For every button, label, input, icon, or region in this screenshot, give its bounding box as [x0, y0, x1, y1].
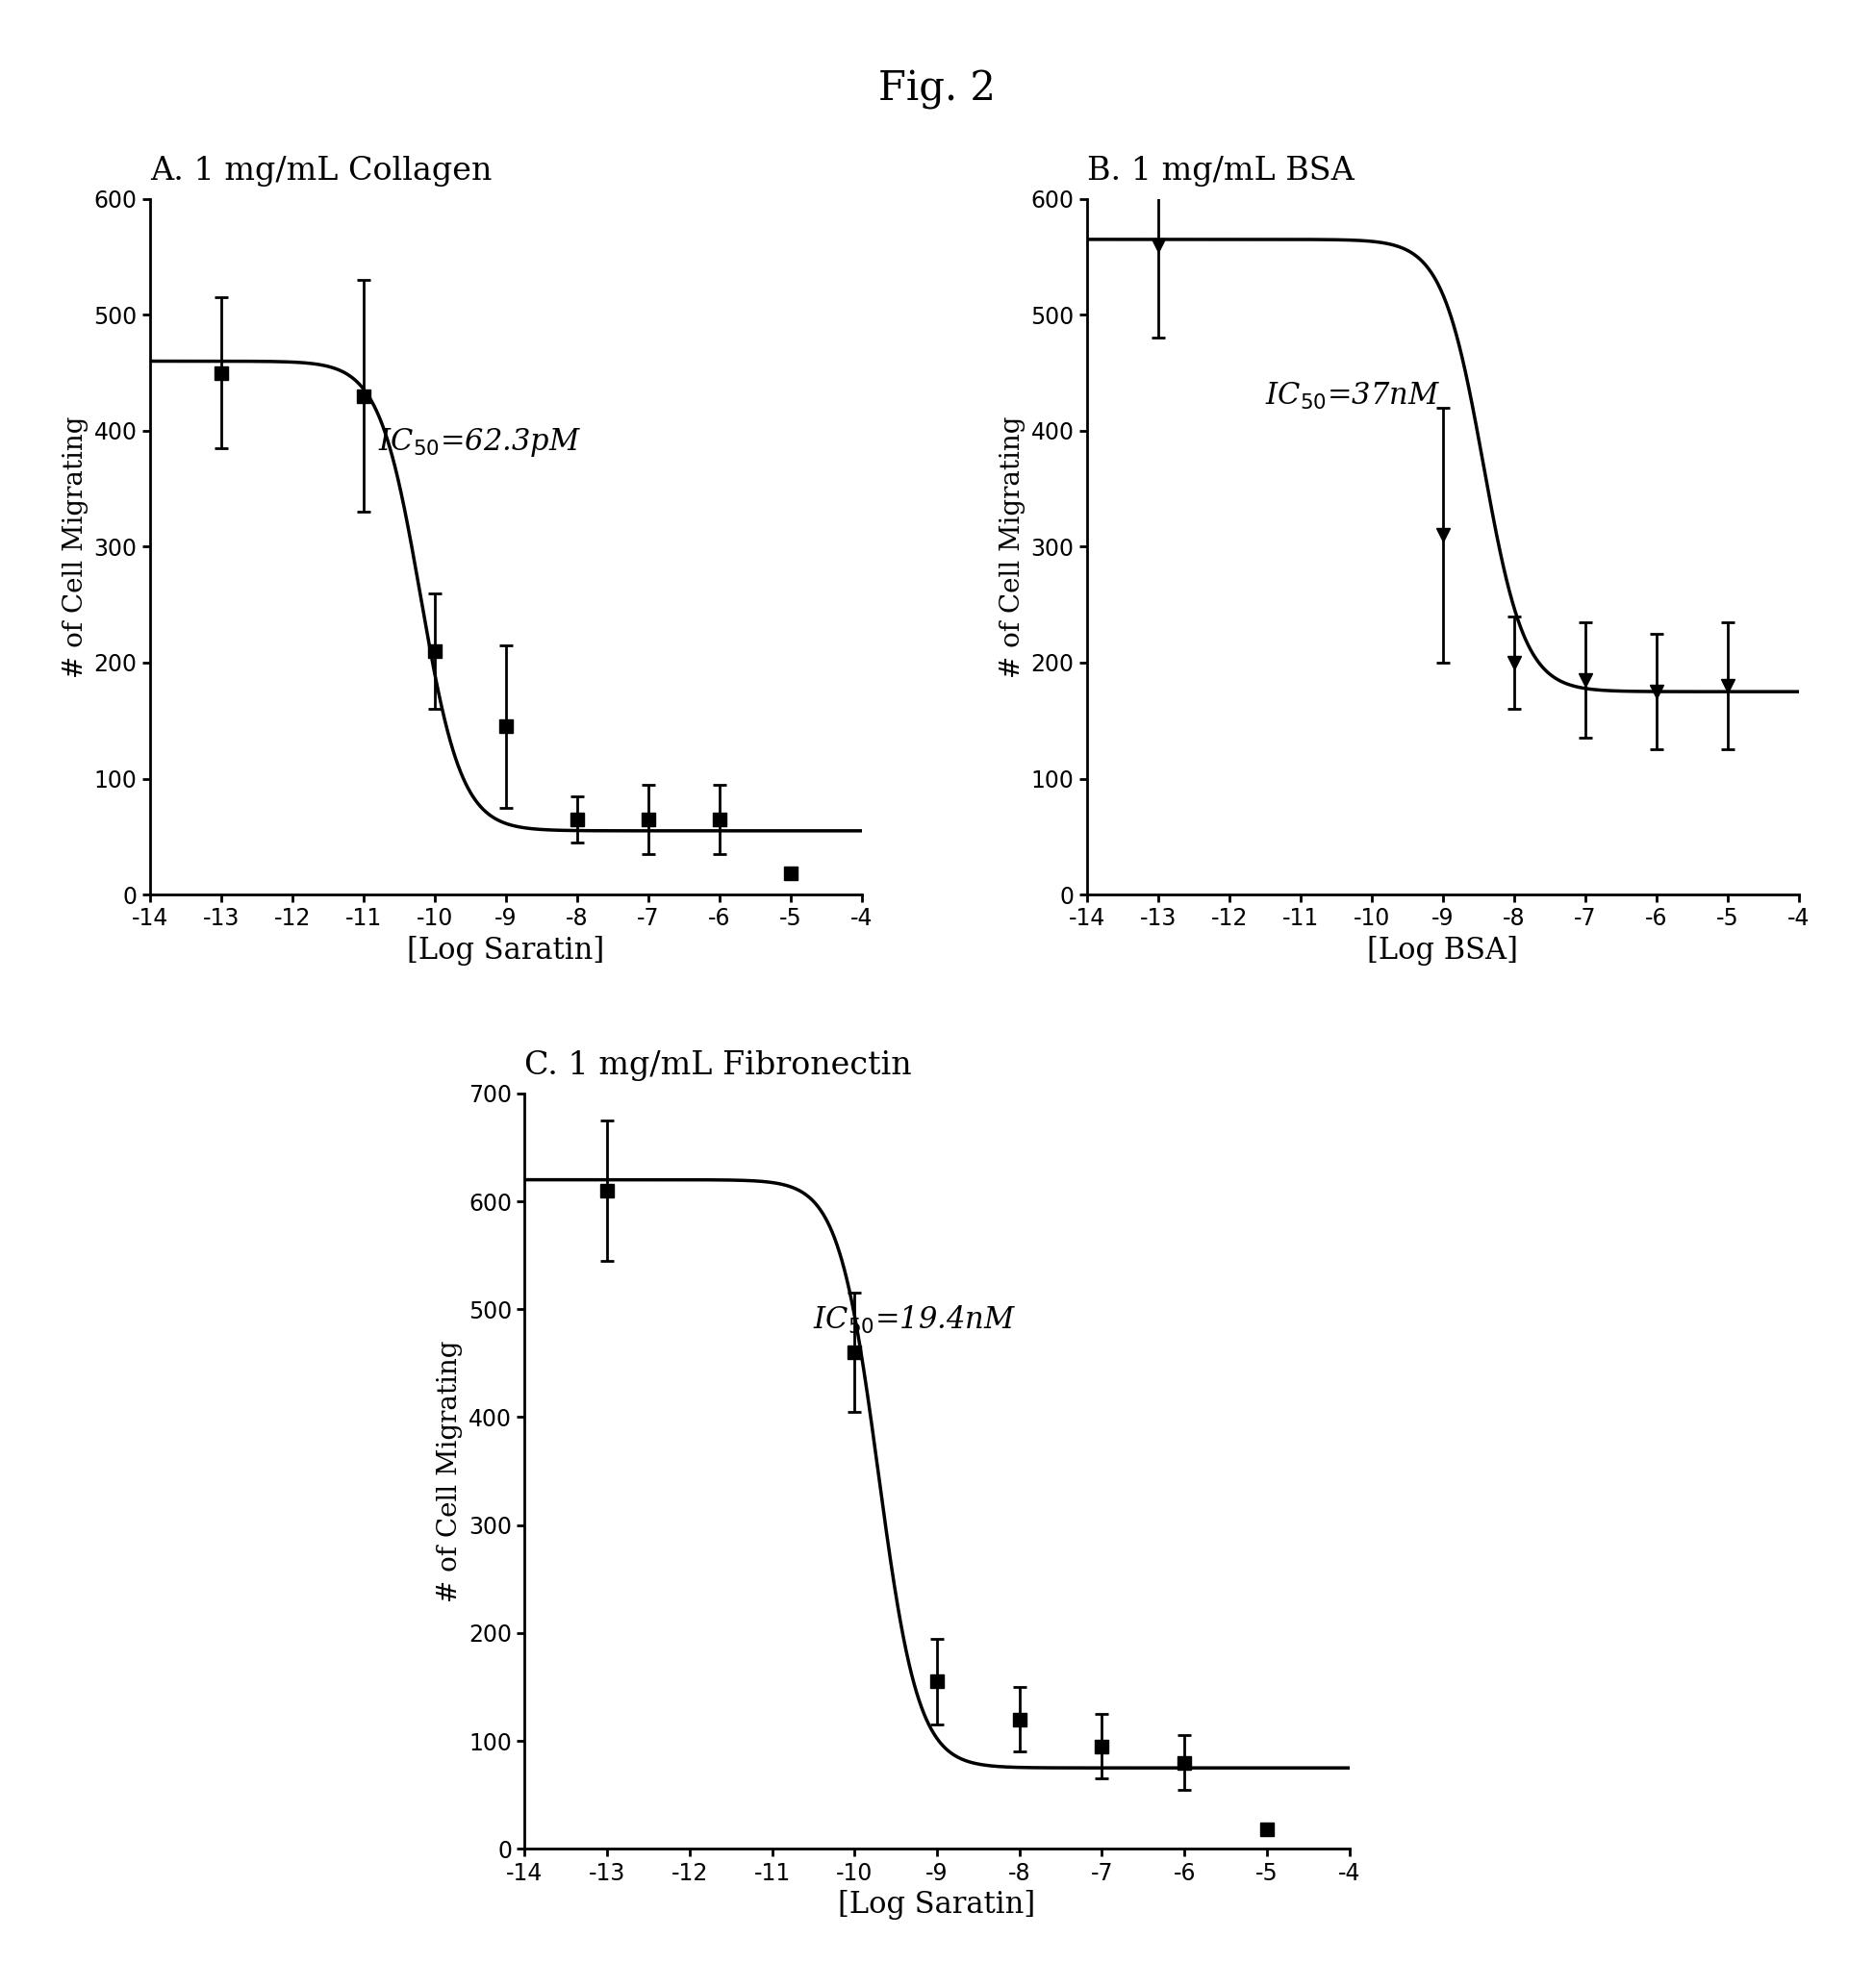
Y-axis label: # of Cell Migrating: # of Cell Migrating: [62, 415, 88, 678]
X-axis label: [Log Saratin]: [Log Saratin]: [838, 1891, 1036, 1920]
Y-axis label: # of Cell Migrating: # of Cell Migrating: [437, 1340, 463, 1602]
Text: A. 1 mg/mL Collagen: A. 1 mg/mL Collagen: [150, 155, 491, 187]
Text: Fig. 2: Fig. 2: [879, 70, 995, 109]
Text: B. 1 mg/mL BSA: B. 1 mg/mL BSA: [1087, 155, 1355, 187]
Text: C. 1 mg/mL Fibronectin: C. 1 mg/mL Fibronectin: [525, 1050, 913, 1081]
X-axis label: [Log BSA]: [Log BSA]: [1368, 936, 1518, 966]
Text: IC$_{50}$=62.3pM: IC$_{50}$=62.3pM: [379, 425, 581, 459]
X-axis label: [Log Saratin]: [Log Saratin]: [407, 936, 605, 966]
Text: IC$_{50}$=19.4nM: IC$_{50}$=19.4nM: [813, 1304, 1016, 1336]
Y-axis label: # of Cell Migrating: # of Cell Migrating: [999, 415, 1025, 678]
Text: IC$_{50}$=37nM: IC$_{50}$=37nM: [1265, 380, 1439, 412]
